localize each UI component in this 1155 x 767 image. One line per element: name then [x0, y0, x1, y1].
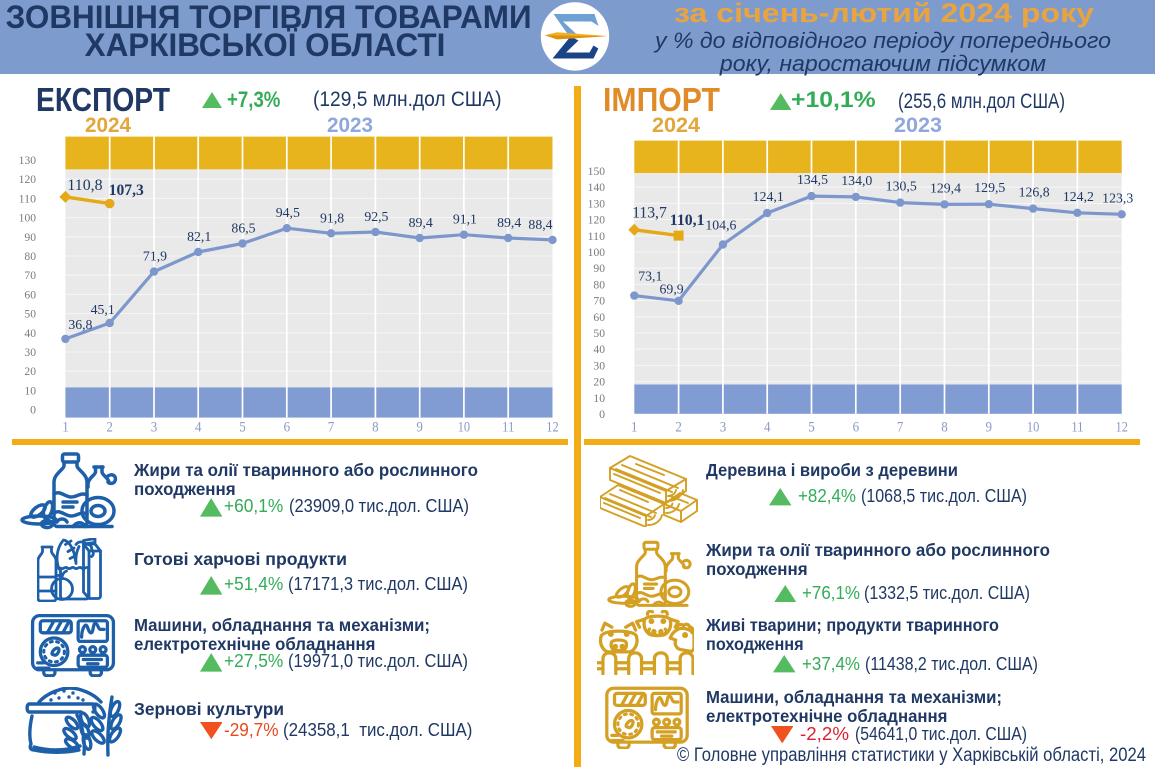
svg-text:30: 30	[24, 347, 36, 359]
svg-text:45,1: 45,1	[91, 302, 115, 317]
svg-text:89,4: 89,4	[497, 215, 521, 230]
svg-text:8: 8	[941, 419, 948, 435]
svg-text:36,8: 36,8	[68, 317, 92, 332]
svg-text:126,8: 126,8	[1019, 185, 1050, 200]
svg-text:129,5: 129,5	[974, 180, 1005, 195]
svg-text:100: 100	[588, 247, 606, 259]
svg-text:40: 40	[24, 328, 36, 340]
svg-text:69,9: 69,9	[660, 281, 684, 296]
svg-text:2: 2	[675, 419, 682, 435]
svg-text:10: 10	[1027, 419, 1039, 435]
svg-text:140: 140	[588, 182, 606, 194]
svg-text:6: 6	[853, 419, 860, 435]
svg-text:0: 0	[30, 405, 36, 417]
svg-text:94,5: 94,5	[276, 205, 300, 220]
svg-text:86,5: 86,5	[231, 221, 255, 236]
svg-text:150: 150	[588, 166, 606, 178]
svg-text:82,1: 82,1	[187, 229, 211, 244]
svg-text:124,2: 124,2	[1063, 189, 1094, 204]
svg-text:130,5: 130,5	[886, 179, 917, 194]
svg-text:110,8: 110,8	[67, 177, 102, 194]
svg-text:10: 10	[458, 419, 470, 435]
svg-text:30: 30	[593, 360, 605, 372]
svg-text:92,5: 92,5	[364, 209, 388, 224]
svg-text:1: 1	[62, 419, 68, 435]
svg-text:120: 120	[588, 215, 606, 227]
svg-text:134,0: 134,0	[841, 173, 872, 188]
svg-text:7: 7	[328, 419, 335, 435]
svg-text:11: 11	[1071, 419, 1083, 435]
svg-text:8: 8	[372, 419, 379, 435]
svg-text:90: 90	[593, 263, 605, 275]
svg-text:80: 80	[24, 251, 36, 263]
svg-text:80: 80	[593, 279, 605, 291]
svg-text:60: 60	[24, 289, 36, 301]
svg-text:12: 12	[1116, 419, 1128, 435]
svg-text:50: 50	[593, 328, 605, 340]
svg-text:4: 4	[195, 419, 202, 435]
svg-text:129,4: 129,4	[930, 180, 961, 195]
svg-text:3: 3	[151, 419, 158, 435]
svg-text:89,4: 89,4	[409, 215, 433, 230]
svg-text:73,1: 73,1	[638, 269, 662, 284]
svg-text:20: 20	[24, 366, 36, 378]
svg-text:1: 1	[631, 419, 638, 435]
svg-text:134,5: 134,5	[797, 172, 828, 187]
svg-text:100: 100	[19, 213, 37, 225]
svg-text:91,1: 91,1	[453, 212, 477, 227]
svg-text:11: 11	[502, 419, 514, 435]
svg-text:120: 120	[19, 174, 37, 186]
svg-text:12: 12	[546, 419, 558, 435]
svg-text:124,1: 124,1	[753, 189, 784, 204]
svg-text:9: 9	[986, 419, 993, 435]
svg-text:70: 70	[24, 270, 36, 282]
svg-text:50: 50	[24, 309, 36, 321]
svg-text:60: 60	[593, 312, 605, 324]
svg-text:4: 4	[764, 419, 771, 435]
svg-text:5: 5	[808, 419, 815, 435]
svg-text:90: 90	[24, 232, 36, 244]
svg-text:70: 70	[593, 296, 605, 308]
svg-text:104,6: 104,6	[705, 218, 736, 233]
svg-text:123,3: 123,3	[1102, 190, 1133, 205]
svg-text:20: 20	[593, 377, 605, 389]
svg-text:7: 7	[897, 419, 904, 435]
svg-text:10: 10	[593, 393, 605, 405]
svg-text:113,7: 113,7	[632, 205, 667, 222]
svg-text:6: 6	[284, 419, 291, 435]
svg-text:3: 3	[720, 419, 727, 435]
svg-text:110: 110	[588, 231, 606, 243]
svg-text:110: 110	[19, 193, 37, 205]
svg-text:9: 9	[416, 419, 423, 435]
svg-text:0: 0	[599, 409, 605, 421]
svg-text:2: 2	[106, 419, 113, 435]
svg-text:110,1: 110,1	[670, 212, 705, 229]
svg-text:130: 130	[588, 198, 606, 210]
svg-text:40: 40	[593, 344, 605, 356]
svg-text:130: 130	[19, 155, 37, 167]
svg-text:91,8: 91,8	[320, 210, 344, 225]
svg-text:5: 5	[239, 419, 246, 435]
svg-text:10: 10	[24, 385, 36, 397]
svg-text:88,4: 88,4	[528, 217, 552, 232]
svg-text:107,3: 107,3	[109, 182, 144, 199]
svg-text:71,9: 71,9	[143, 249, 167, 264]
